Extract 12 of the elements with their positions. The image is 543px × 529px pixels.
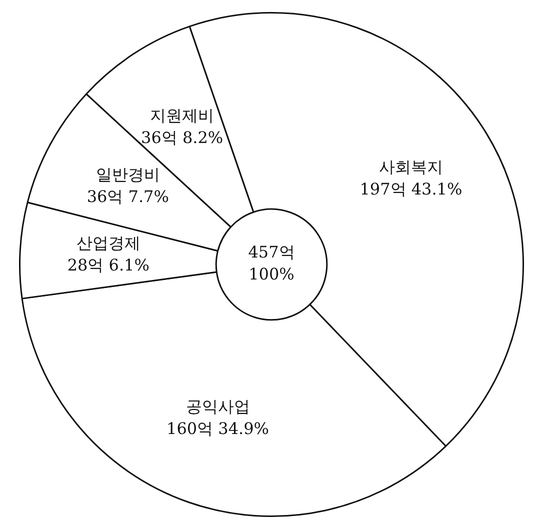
slice-label: 산업경제 [76, 233, 140, 252]
slice-label: 일반경비 [96, 164, 160, 184]
data-label: 197억 43.1% [360, 180, 462, 199]
slice-label: 지원제비 [150, 106, 214, 125]
data-label: 36억 7.7% [86, 186, 169, 206]
data-label: 36억 8.2% [141, 128, 224, 147]
data-label: 160억 34.9% [166, 418, 269, 438]
text: 457억 [248, 242, 295, 262]
slice-label: 사회복지 [378, 158, 443, 177]
text: 100% [248, 264, 294, 284]
data-label: 28억 6.1% [67, 255, 150, 274]
slice-label: 공익사업 [186, 396, 250, 416]
